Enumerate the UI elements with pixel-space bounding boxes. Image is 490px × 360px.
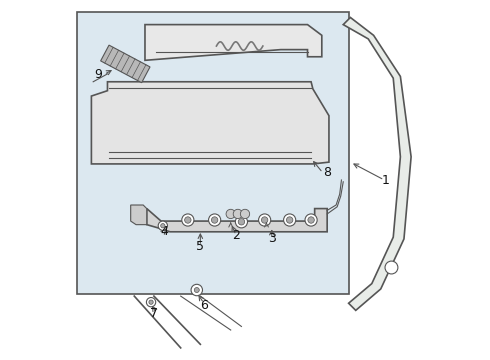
Polygon shape <box>131 205 147 225</box>
Circle shape <box>191 284 202 296</box>
Polygon shape <box>147 208 327 232</box>
FancyBboxPatch shape <box>77 12 348 294</box>
Circle shape <box>305 214 317 226</box>
Circle shape <box>147 297 156 307</box>
Text: 6: 6 <box>200 299 208 312</box>
Text: 3: 3 <box>268 233 276 246</box>
Circle shape <box>158 221 168 230</box>
Circle shape <box>226 209 235 219</box>
Circle shape <box>241 209 249 219</box>
Circle shape <box>185 217 191 223</box>
Circle shape <box>194 288 199 293</box>
Circle shape <box>149 300 153 304</box>
Circle shape <box>287 217 293 223</box>
Circle shape <box>238 219 245 225</box>
Polygon shape <box>145 24 322 60</box>
Circle shape <box>161 224 165 228</box>
Text: 9: 9 <box>95 68 102 81</box>
Polygon shape <box>343 18 411 310</box>
Circle shape <box>209 214 221 226</box>
Text: 7: 7 <box>150 307 158 320</box>
Circle shape <box>182 214 194 226</box>
Circle shape <box>259 214 270 226</box>
Circle shape <box>235 216 247 228</box>
Polygon shape <box>100 45 150 83</box>
Text: 2: 2 <box>232 229 240 242</box>
Circle shape <box>284 214 296 226</box>
Text: 5: 5 <box>196 240 204 253</box>
Circle shape <box>233 209 243 219</box>
Circle shape <box>385 261 398 274</box>
Circle shape <box>262 217 268 223</box>
Polygon shape <box>92 82 329 164</box>
Text: 4: 4 <box>161 225 169 238</box>
Text: 8: 8 <box>323 166 331 179</box>
Text: 1: 1 <box>382 174 390 186</box>
Circle shape <box>308 217 314 223</box>
Circle shape <box>211 217 218 223</box>
